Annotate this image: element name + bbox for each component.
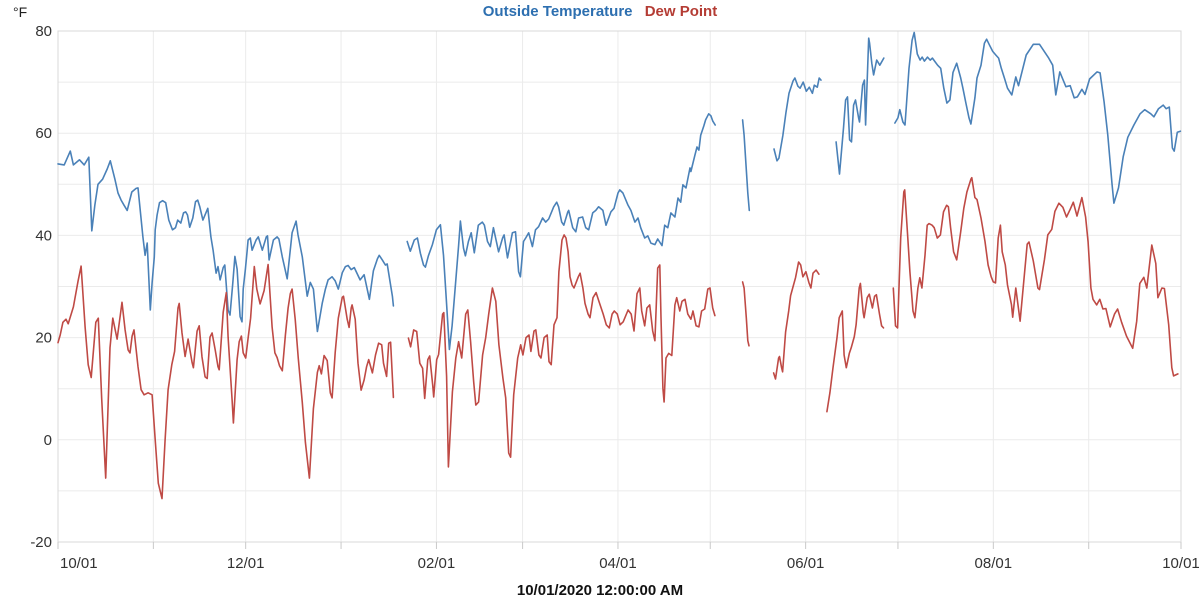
gridlines [58, 31, 1181, 542]
svg-text:10/01: 10/01 [1162, 555, 1200, 572]
legend-item-outside-temperature[interactable]: Outside Temperature [482, 3, 633, 20]
svg-text:20: 20 [35, 330, 52, 347]
series-dew-point [57, 176, 1179, 500]
svg-text:80: 80 [35, 23, 52, 40]
svg-text:04/01: 04/01 [599, 555, 637, 572]
y-axis-unit-label: °F [13, 4, 28, 20]
x-axis-labels: 10/01 12/01 02/01 04/01 06/01 08/01 10/01 [60, 555, 1200, 572]
svg-text:60: 60 [35, 125, 52, 142]
plot-border [57, 30, 1182, 543]
x-axis-ticks [57, 542, 1182, 549]
svg-text:-20: -20 [30, 534, 52, 551]
svg-text:40: 40 [35, 227, 52, 244]
series-outside-temperature [57, 31, 1182, 351]
svg-text:08/01: 08/01 [975, 555, 1013, 572]
chart-legend: Outside Temperature Dew Point [0, 3, 1200, 20]
y-axis-labels: 80 60 40 20 0 -20 [30, 23, 52, 551]
svg-text:02/01: 02/01 [418, 555, 456, 572]
legend-item-dew-point[interactable]: Dew Point [644, 3, 718, 20]
svg-text:12/01: 12/01 [227, 555, 265, 572]
svg-text:0: 0 [44, 432, 52, 449]
svg-text:06/01: 06/01 [787, 555, 825, 572]
x-axis-context-label: 10/01/2020 12:00:00 AM [516, 582, 684, 599]
svg-text:10/01: 10/01 [60, 555, 98, 572]
